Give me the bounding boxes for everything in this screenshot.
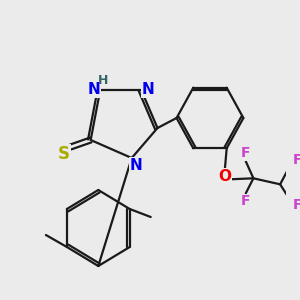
Text: F: F — [292, 198, 300, 212]
Text: S: S — [58, 145, 70, 163]
Text: N: N — [130, 158, 143, 172]
Text: F: F — [241, 146, 250, 160]
Text: N: N — [87, 82, 100, 98]
Text: O: O — [218, 169, 231, 184]
Text: F: F — [241, 194, 250, 208]
Text: F: F — [292, 153, 300, 167]
Text: H: H — [98, 74, 108, 86]
Text: N: N — [142, 82, 154, 98]
